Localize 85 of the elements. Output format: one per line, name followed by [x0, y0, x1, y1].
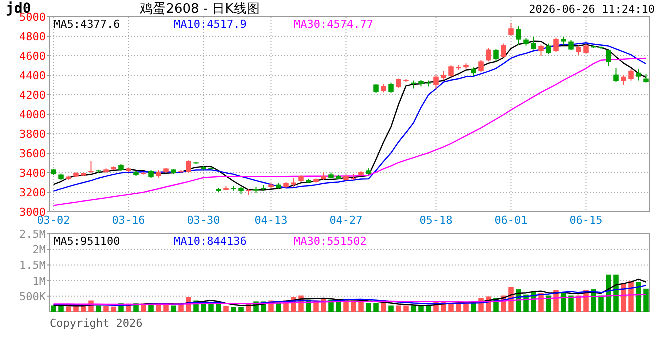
bar	[621, 284, 626, 312]
candlestick	[576, 45, 582, 56]
y-tick-label: 4800	[20, 30, 46, 44]
x-tick-label: 03-16	[112, 214, 146, 227]
y-tick-label: 4600	[20, 50, 46, 63]
bar	[66, 306, 72, 312]
candlestick	[606, 49, 612, 67]
bar	[404, 306, 409, 312]
y-tick-label: 3600	[20, 148, 46, 160]
text: MA30:4574.77	[294, 18, 374, 31]
x-tick-label: 04-27	[330, 214, 363, 227]
y-tick-label: 500K	[20, 290, 46, 304]
bar	[58, 306, 64, 312]
bar	[636, 282, 642, 312]
x-tick-label: 04-13	[254, 214, 288, 227]
candlestick	[486, 48, 492, 62]
bar	[74, 306, 79, 312]
bar	[381, 303, 386, 312]
bar	[231, 307, 236, 312]
x-tick-label: 06-01	[494, 214, 528, 227]
bar	[568, 296, 574, 312]
bar	[388, 306, 394, 312]
y-tick-label: 4200	[20, 89, 46, 102]
candlestick	[628, 69, 634, 82]
line-series	[53, 294, 647, 306]
line-series	[53, 285, 647, 306]
candlestick	[508, 22, 514, 36]
bar	[374, 303, 379, 312]
bar	[366, 303, 372, 312]
y-tick-label: 3400	[20, 167, 46, 180]
y-tick-label: 2.5M	[20, 228, 46, 241]
text: MA10:4517.9	[174, 18, 247, 31]
bar	[426, 306, 432, 312]
candlestick	[88, 160, 94, 174]
x-tick-label: 03-30	[187, 214, 220, 227]
candlestick	[434, 74, 439, 90]
candlestick	[374, 84, 379, 94]
y-tick-label: 1M	[32, 274, 46, 288]
x-tick-label: 05-18	[420, 214, 453, 227]
candlestick	[388, 82, 394, 94]
text: MA5:951100	[54, 235, 120, 248]
candlestick	[621, 75, 626, 86]
bar	[111, 306, 116, 312]
candlestick	[546, 43, 552, 55]
candlestick	[494, 48, 499, 62]
candlestick	[531, 36, 536, 50]
candlestick	[448, 65, 454, 78]
bar	[51, 306, 56, 312]
candlestick	[516, 26, 522, 46]
bar	[171, 306, 176, 312]
candlestick	[554, 37, 559, 53]
x-tick-label: 06-15	[570, 214, 603, 227]
chart-title: 鸡蛋2608 - 日K线图	[139, 2, 260, 17]
bar	[96, 306, 102, 312]
text: MA10:844136	[174, 235, 247, 248]
bar	[238, 307, 244, 312]
bar	[411, 306, 416, 312]
candlestick	[501, 43, 506, 58]
y-tick-label: 3200	[20, 186, 46, 200]
candlestick	[396, 78, 402, 89]
candlestick	[584, 44, 589, 54]
candlestick	[636, 69, 642, 82]
bar	[606, 274, 612, 312]
candlestick	[291, 178, 296, 188]
y-tick-label: 1.5M	[20, 259, 46, 272]
text: MA30:551502	[294, 235, 367, 248]
y-tick-label: 3800	[20, 128, 46, 141]
bar	[644, 288, 649, 312]
y-tick-label: 2M	[32, 244, 46, 257]
candlestick	[614, 68, 619, 83]
text: 2026-06-26 11:24:10	[529, 3, 655, 16]
candlestick	[478, 60, 484, 73]
bar	[598, 296, 604, 312]
bar	[216, 304, 222, 312]
text: MA5:4377.6	[54, 18, 120, 31]
y-tick-label: 4400	[20, 70, 46, 82]
bar	[546, 296, 552, 312]
text: Copyright 2026	[50, 317, 143, 330]
bar	[614, 274, 619, 312]
y-tick-label: 4000	[20, 108, 46, 122]
candlestick	[186, 160, 192, 174]
bar	[104, 306, 109, 312]
bar	[224, 306, 229, 312]
candlestick	[538, 44, 544, 57]
bar	[396, 306, 402, 312]
